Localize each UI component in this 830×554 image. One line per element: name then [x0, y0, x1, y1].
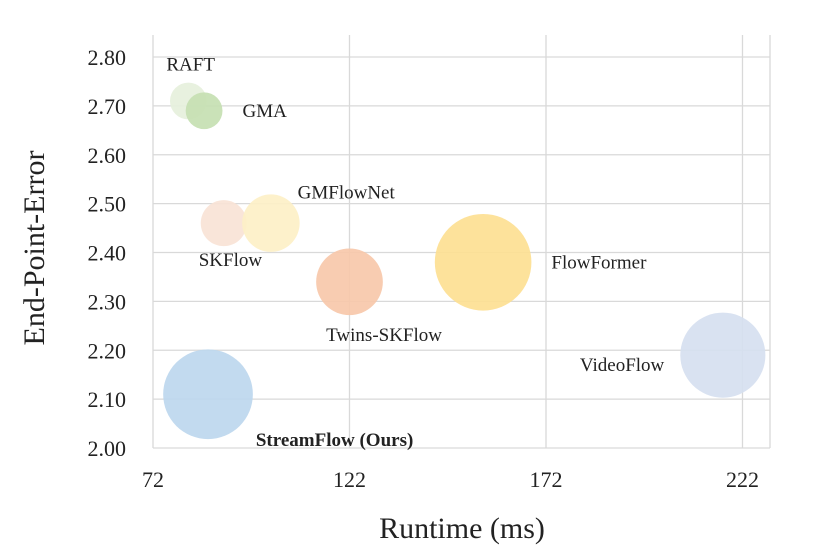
x-tick-label: 222: [726, 467, 759, 492]
bubble-gma: [185, 92, 223, 130]
x-tick-label: 72: [142, 467, 164, 492]
bubble-videoflow: [680, 312, 766, 398]
bubble-label: GMA: [242, 101, 287, 122]
bubble-twins-skflow: [316, 248, 383, 316]
y-tick-label: 2.30: [88, 289, 127, 314]
y-tick-label: 2.50: [88, 192, 127, 217]
y-tick-label: 2.20: [88, 338, 127, 363]
bubble-label: SKFlow: [199, 250, 263, 271]
y-tick-label: 2.40: [88, 241, 127, 266]
bubble-label: FlowFormer: [551, 252, 647, 273]
x-tick-label: 122: [333, 467, 366, 492]
bubble-label: GMFlowNet: [298, 182, 396, 203]
y-tick-label: 2.80: [88, 45, 127, 70]
bubble-flowformer: [434, 213, 532, 311]
bubble-gmflownet: [242, 194, 300, 252]
x-axis-title: Runtime (ms): [379, 512, 545, 545]
bubble-label: VideoFlow: [580, 355, 665, 376]
y-axis-title: End-Point-Error: [18, 151, 51, 346]
y-tick-label: 2.60: [88, 143, 127, 168]
bubble-layer: [163, 82, 766, 440]
y-tick-label: 2.70: [88, 94, 127, 119]
y-tick-label: 2.10: [88, 387, 127, 412]
bubble-label: Twins-SKFlow: [326, 325, 442, 346]
bubble-streamflow-ours: [163, 349, 253, 440]
label-layer: RAFT GMA SKFlow GMFlowNet Twins-SKFlow FlowFo…: [166, 55, 665, 451]
bubble-skflow: [200, 200, 247, 247]
tick-layer: 2.00 2.10 2.20 2.30 2.40 2.50 2.60 2.70 2.80 72 12…: [88, 45, 759, 492]
bubble-label: RAFT: [166, 55, 215, 76]
y-tick-label: 2.00: [88, 436, 127, 461]
bubble-label: StreamFlow (Ours): [256, 430, 413, 451]
x-tick-label: 172: [529, 467, 562, 492]
